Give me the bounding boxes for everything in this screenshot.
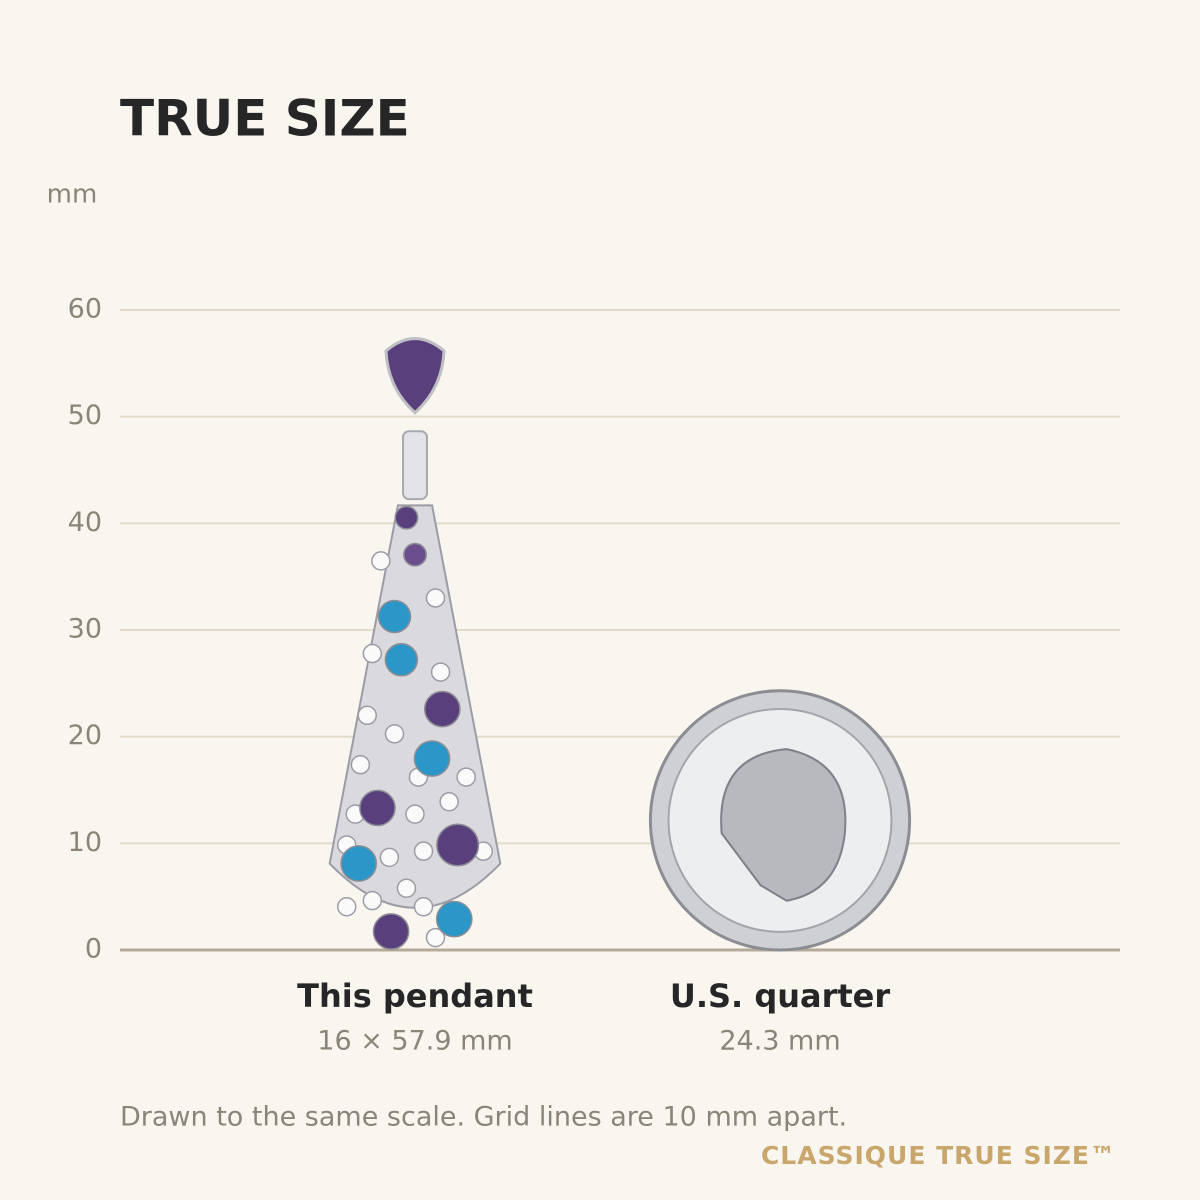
pendant-crystal <box>425 588 446 608</box>
brand: CLASSIQUE TRUE SIZE™ <box>761 1141 1116 1170</box>
footnote: Drawn to the same scale. Grid lines are … <box>120 1102 847 1133</box>
pendant-crystal <box>456 767 476 787</box>
pendant-top-gem <box>384 337 446 415</box>
pendant-gem <box>403 542 427 567</box>
pendant-gem <box>435 900 473 938</box>
y-tick-label: 20 <box>68 720 102 751</box>
pendant-crystal <box>413 841 434 861</box>
pendant-crystal <box>425 927 446 948</box>
pendant-gem <box>340 845 378 882</box>
value-label: 16 × 57.9 mm <box>317 1026 512 1057</box>
pendant-crystal <box>396 878 417 898</box>
category-label: U.S. quarter <box>670 977 891 1015</box>
y-tick-label: 40 <box>68 507 102 538</box>
pendant-gem <box>423 690 461 728</box>
pendant-crystal <box>362 643 383 664</box>
value-label: 24.3 mm <box>719 1026 840 1057</box>
pendant-gem <box>384 642 419 677</box>
pendant-crystal <box>336 897 357 917</box>
y-tick-label: 10 <box>68 827 102 858</box>
pendant-crystal <box>362 890 383 911</box>
category-label: This pendant <box>297 977 533 1015</box>
pendant-crystal <box>350 754 371 775</box>
pendant-crystal <box>357 705 377 726</box>
y-tick-label: 0 <box>85 934 102 965</box>
pendant-gem <box>377 599 412 634</box>
pendant-crystal <box>371 551 391 571</box>
pendant-gem <box>359 789 396 827</box>
y-tick-label: 30 <box>68 614 102 645</box>
pendant-crystal <box>405 804 425 824</box>
chart-title: TRUE SIZE <box>120 90 410 148</box>
pendant <box>328 337 502 950</box>
y-tick-label: 50 <box>68 400 102 431</box>
pendant-gem <box>413 740 451 777</box>
y-axis-label: mm <box>47 180 98 210</box>
pendant-gem <box>372 913 410 950</box>
pendant-gem <box>436 823 480 867</box>
pendant-crystal <box>384 724 405 744</box>
pendant-crystal <box>379 847 400 868</box>
pendant-crystal <box>413 897 434 917</box>
y-tick-label: 60 <box>68 294 102 325</box>
pendant-crystal <box>430 662 451 682</box>
pendant-gem <box>394 505 419 530</box>
coin <box>648 689 912 952</box>
pendant-crystal <box>439 792 459 812</box>
pendant-bail <box>402 430 428 501</box>
coin-portrait <box>720 748 847 902</box>
